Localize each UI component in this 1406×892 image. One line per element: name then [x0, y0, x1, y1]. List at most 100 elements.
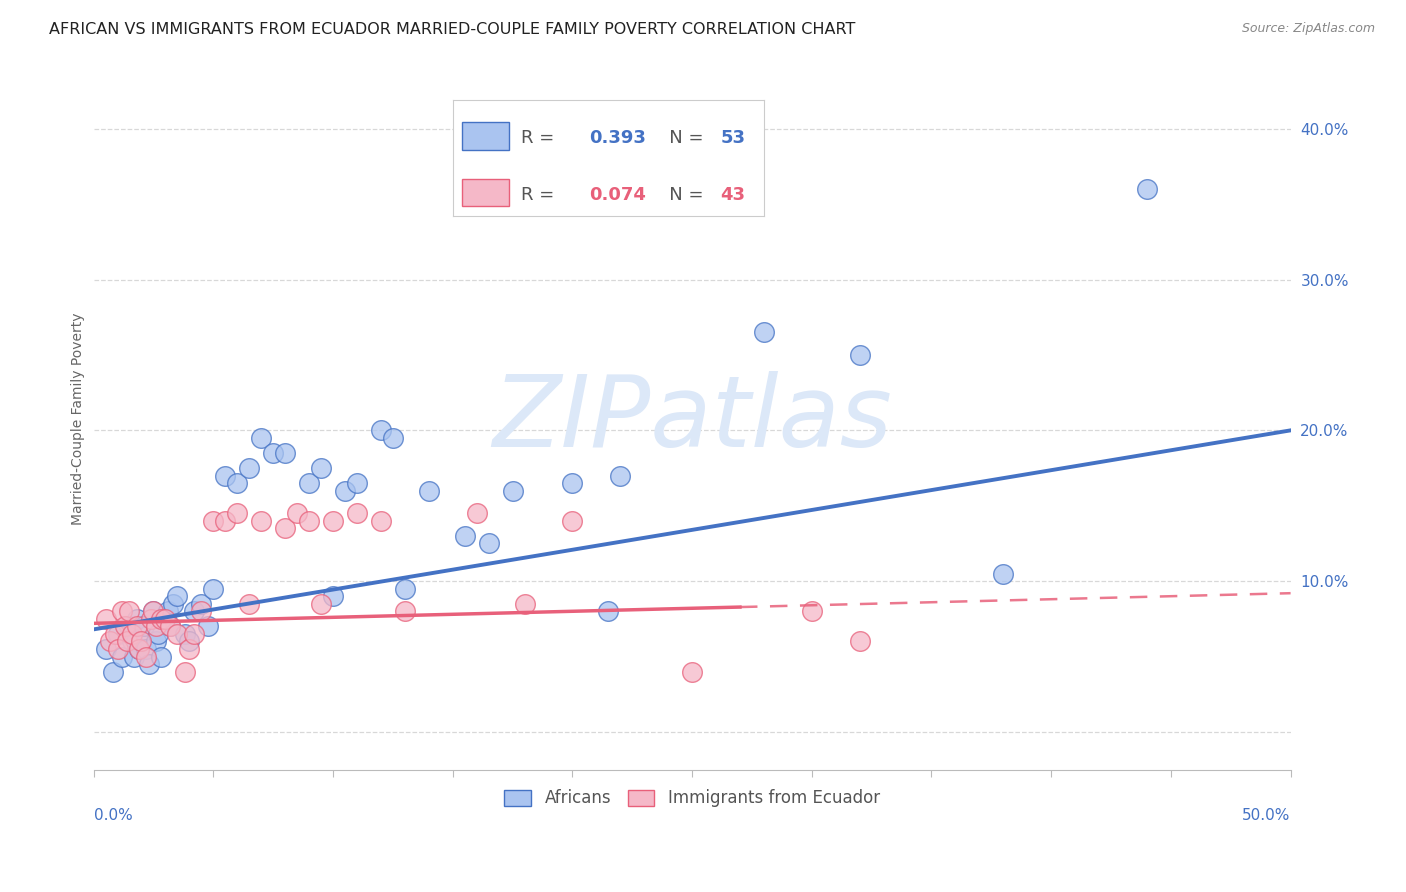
Point [159, 619, 181, 633]
Point [156, 604, 179, 618]
Point [139, 612, 162, 626]
Point [142, 604, 165, 618]
Point [333, 483, 356, 498]
Point [848, 634, 870, 648]
Point [202, 514, 225, 528]
Point [111, 604, 134, 618]
Point [346, 476, 368, 491]
Point [173, 627, 195, 641]
Point [121, 627, 143, 641]
Point [250, 514, 273, 528]
Point [142, 604, 165, 618]
Point [118, 604, 141, 618]
Point [848, 348, 870, 362]
Legend: Africans, Immigrants from Ecuador: Africans, Immigrants from Ecuador [498, 782, 886, 814]
Point [561, 514, 583, 528]
Point [159, 619, 181, 633]
Point [561, 476, 583, 491]
Point [145, 634, 167, 648]
Point [298, 514, 321, 528]
Point [285, 506, 308, 520]
Point [238, 597, 260, 611]
Point [752, 326, 775, 340]
Point [309, 597, 332, 611]
Point [322, 589, 344, 603]
Point [681, 665, 703, 679]
Point [346, 506, 368, 520]
Point [131, 634, 153, 648]
Point [166, 627, 188, 641]
Point [370, 514, 392, 528]
Point [394, 582, 416, 596]
Point [179, 642, 201, 657]
Point [155, 612, 177, 626]
Point [309, 461, 332, 475]
Point [145, 619, 167, 633]
Point [162, 597, 184, 611]
Point [202, 582, 225, 596]
Text: Source: ZipAtlas.com: Source: ZipAtlas.com [1241, 22, 1375, 36]
Point [125, 619, 148, 633]
Point [226, 476, 249, 491]
Point [135, 642, 157, 657]
Point [132, 619, 155, 633]
Point [148, 627, 170, 641]
Point [226, 506, 249, 520]
Point [149, 612, 172, 626]
Point [478, 536, 501, 550]
Y-axis label: Married-Couple Family Poverty: Married-Couple Family Poverty [72, 313, 86, 525]
Point [125, 612, 148, 626]
Point [322, 514, 344, 528]
Point [513, 597, 536, 611]
Point [190, 597, 212, 611]
Point [274, 521, 297, 535]
Point [214, 468, 236, 483]
Point [800, 604, 823, 618]
Point [183, 627, 205, 641]
Point [262, 446, 284, 460]
Point [453, 529, 475, 543]
Point [111, 649, 134, 664]
Point [114, 619, 136, 633]
Point [98, 634, 121, 648]
Point [250, 431, 273, 445]
Text: AFRICAN VS IMMIGRANTS FROM ECUADOR MARRIED-COUPLE FAMILY POVERTY CORRELATION CHA: AFRICAN VS IMMIGRANTS FROM ECUADOR MARRI… [49, 22, 856, 37]
Point [298, 476, 321, 491]
Point [107, 627, 129, 641]
Text: ZIPatlas: ZIPatlas [492, 370, 891, 467]
Point [94, 642, 117, 657]
Point [598, 604, 620, 618]
Point [118, 619, 141, 633]
Point [135, 649, 157, 664]
Point [381, 431, 404, 445]
Point [993, 566, 1015, 581]
Point [166, 589, 188, 603]
Point [183, 604, 205, 618]
Point [179, 634, 201, 648]
Point [121, 634, 143, 648]
Point [370, 423, 392, 437]
Point [115, 634, 138, 648]
Point [609, 468, 631, 483]
Point [190, 604, 212, 618]
Point [101, 665, 124, 679]
Point [214, 514, 236, 528]
Point [1136, 182, 1159, 196]
Point [394, 604, 416, 618]
Point [104, 627, 127, 641]
Point [128, 642, 150, 657]
Point [107, 642, 129, 657]
Point [155, 612, 177, 626]
Point [131, 634, 153, 648]
Point [502, 483, 524, 498]
Point [173, 665, 195, 679]
Point [138, 657, 160, 671]
Point [122, 649, 145, 664]
Point [128, 642, 150, 657]
Point [274, 446, 297, 460]
Point [465, 506, 488, 520]
Point [197, 619, 219, 633]
Text: 0.0%: 0.0% [94, 808, 132, 823]
Text: 50.0%: 50.0% [1243, 808, 1291, 823]
Point [94, 612, 117, 626]
